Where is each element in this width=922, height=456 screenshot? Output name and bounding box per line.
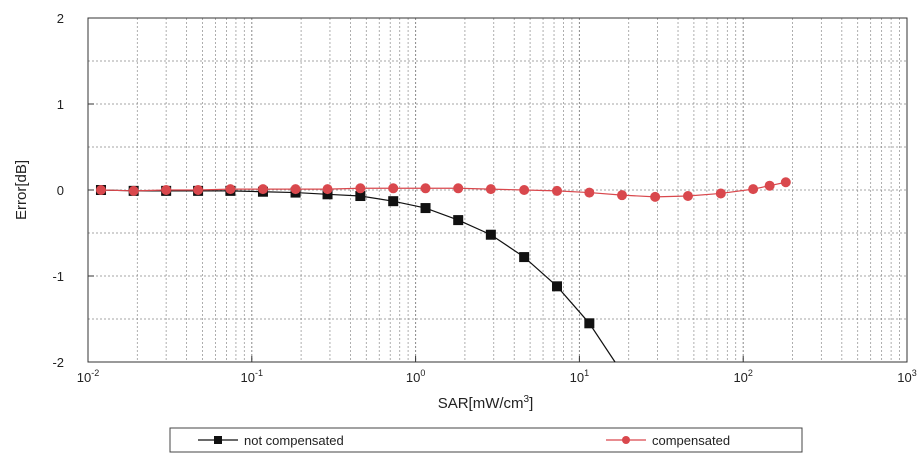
data-point bbox=[161, 185, 172, 195]
data-point bbox=[748, 184, 759, 195]
x-axis: 10-2 10-1 100 101 102 103 bbox=[77, 356, 917, 385]
x-axis-label: SAR[mW/cm3] bbox=[438, 394, 534, 412]
data-point bbox=[420, 183, 431, 194]
series-not-compensated bbox=[95, 185, 616, 363]
x-tick-label: 100 bbox=[406, 368, 425, 385]
data-point bbox=[193, 185, 204, 195]
data-point bbox=[552, 185, 563, 196]
legend-label: compensated bbox=[652, 433, 730, 448]
data-point bbox=[519, 185, 530, 195]
y-axis-label: Error[dB] bbox=[13, 160, 30, 220]
data-point bbox=[780, 177, 791, 188]
legend-marker bbox=[622, 436, 630, 444]
x-tick-label: 10-2 bbox=[77, 368, 99, 385]
y-tick-label: 2 bbox=[57, 11, 64, 26]
data-point bbox=[257, 184, 268, 195]
data-point bbox=[355, 191, 366, 202]
data-point bbox=[584, 318, 595, 329]
data-point bbox=[584, 187, 595, 198]
x-tick-label: 102 bbox=[733, 368, 752, 385]
data-point bbox=[420, 203, 431, 214]
data-point bbox=[322, 184, 333, 195]
legend-box bbox=[169, 427, 803, 453]
legend-marker bbox=[214, 436, 222, 444]
data-point bbox=[322, 189, 333, 200]
series-compensated bbox=[95, 177, 791, 202]
data-point bbox=[388, 196, 399, 207]
data-point bbox=[128, 185, 139, 196]
data-point bbox=[355, 183, 366, 194]
y-axis: 2 1 0 -1 -2 bbox=[52, 11, 94, 370]
y-tick-label: -1 bbox=[52, 269, 64, 284]
legend-label: not compensated bbox=[244, 433, 344, 448]
data-point bbox=[95, 185, 106, 195]
data-point bbox=[388, 183, 399, 194]
data-point bbox=[453, 183, 464, 194]
data-point bbox=[616, 190, 627, 201]
data-point bbox=[225, 184, 236, 195]
x-tick-label: 103 bbox=[897, 368, 916, 385]
y-tick-label: -2 bbox=[52, 355, 64, 370]
y-tick-label: 0 bbox=[57, 183, 64, 198]
legend-item: not compensated bbox=[198, 433, 344, 448]
data-point bbox=[485, 229, 496, 240]
data-point bbox=[650, 191, 661, 202]
legend: not compensated compensated bbox=[169, 427, 803, 453]
series-line bbox=[100, 181, 786, 198]
data-point bbox=[715, 188, 726, 199]
y-tick-label: 1 bbox=[57, 97, 64, 112]
series-layer bbox=[95, 177, 791, 363]
data-point bbox=[485, 184, 496, 195]
data-point bbox=[290, 184, 301, 195]
data-point bbox=[552, 281, 563, 292]
data-point bbox=[764, 180, 775, 191]
legend-item: compensated bbox=[606, 433, 730, 448]
data-point bbox=[453, 215, 464, 226]
data-point bbox=[519, 252, 530, 263]
x-tick-label: 10-1 bbox=[241, 368, 263, 385]
data-point bbox=[682, 191, 693, 202]
x-tick-label: 101 bbox=[570, 368, 589, 385]
